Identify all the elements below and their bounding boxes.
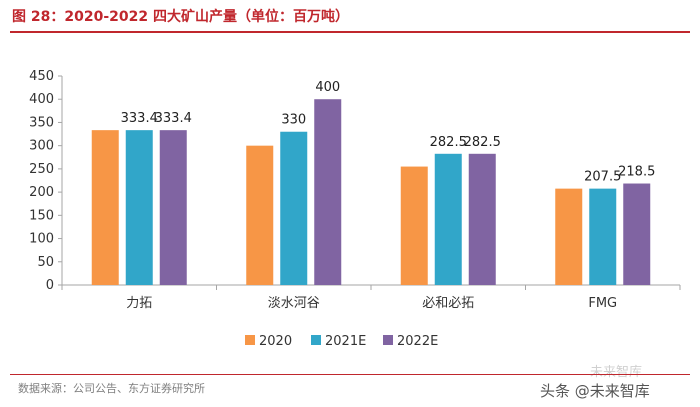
y-tick-label: 150 [29, 208, 54, 223]
data-label: 333.4 [155, 111, 192, 126]
legend-swatch [311, 335, 321, 345]
y-tick-label: 300 [29, 139, 54, 154]
bar [314, 99, 342, 285]
y-tick-label: 250 [29, 162, 54, 177]
bar [434, 153, 462, 285]
x-tick-label: 必和必拓 [422, 296, 474, 311]
x-tick-label: 力拓 [126, 296, 152, 311]
watermark-logo-text: 未来智库 [590, 365, 643, 380]
y-tick-label: 200 [29, 185, 54, 200]
y-tick-label: 400 [29, 92, 54, 107]
bars [91, 99, 651, 285]
data-label: 333.4 [121, 111, 158, 126]
data-label: 218.5 [618, 165, 655, 180]
y-tick-label: 450 [29, 69, 54, 84]
data-label: 400 [315, 80, 340, 95]
title-divider [10, 31, 690, 33]
legend-label: 2021E [325, 334, 366, 349]
bar [555, 188, 583, 285]
legend-label: 2020 [259, 334, 292, 349]
x-tick-label: 淡水河谷 [268, 296, 320, 311]
legend-swatch [245, 335, 255, 345]
bar [468, 153, 496, 285]
bar [246, 145, 274, 285]
y-tick-label: 350 [29, 115, 54, 130]
bar [589, 188, 617, 285]
x-tick-label: FMG [588, 296, 617, 311]
footer-divider [10, 374, 690, 375]
x-axis: 力拓 淡水河谷 必和必拓 FMG [61, 284, 681, 311]
data-label: 282.5 [464, 135, 501, 150]
bar [91, 130, 119, 285]
source-note: 数据来源：公司公告、东方证券研究所 [18, 382, 205, 395]
y-tick-label: 100 [29, 232, 54, 247]
legend-label: 2022E [397, 334, 438, 349]
data-label: 282.5 [430, 135, 467, 150]
bar [623, 183, 651, 285]
y-axis: 0 50 100 150 200 250 300 350 400 450 [29, 69, 63, 293]
data-label: 330 [281, 113, 306, 128]
legend-swatch [383, 335, 393, 345]
legend: 2020 2021E 2022E [245, 334, 438, 349]
bar [400, 166, 428, 285]
watermark-text: 头条 @未来智库 [540, 382, 650, 400]
y-tick-label: 50 [37, 255, 54, 270]
y-tick-label: 0 [46, 278, 54, 293]
bar [280, 131, 308, 285]
data-label: 207.5 [584, 170, 621, 185]
bar [159, 130, 187, 285]
chart-title: 图 28：2020-2022 四大矿山产量（单位：百万吨） [12, 9, 349, 25]
bar [125, 130, 153, 285]
